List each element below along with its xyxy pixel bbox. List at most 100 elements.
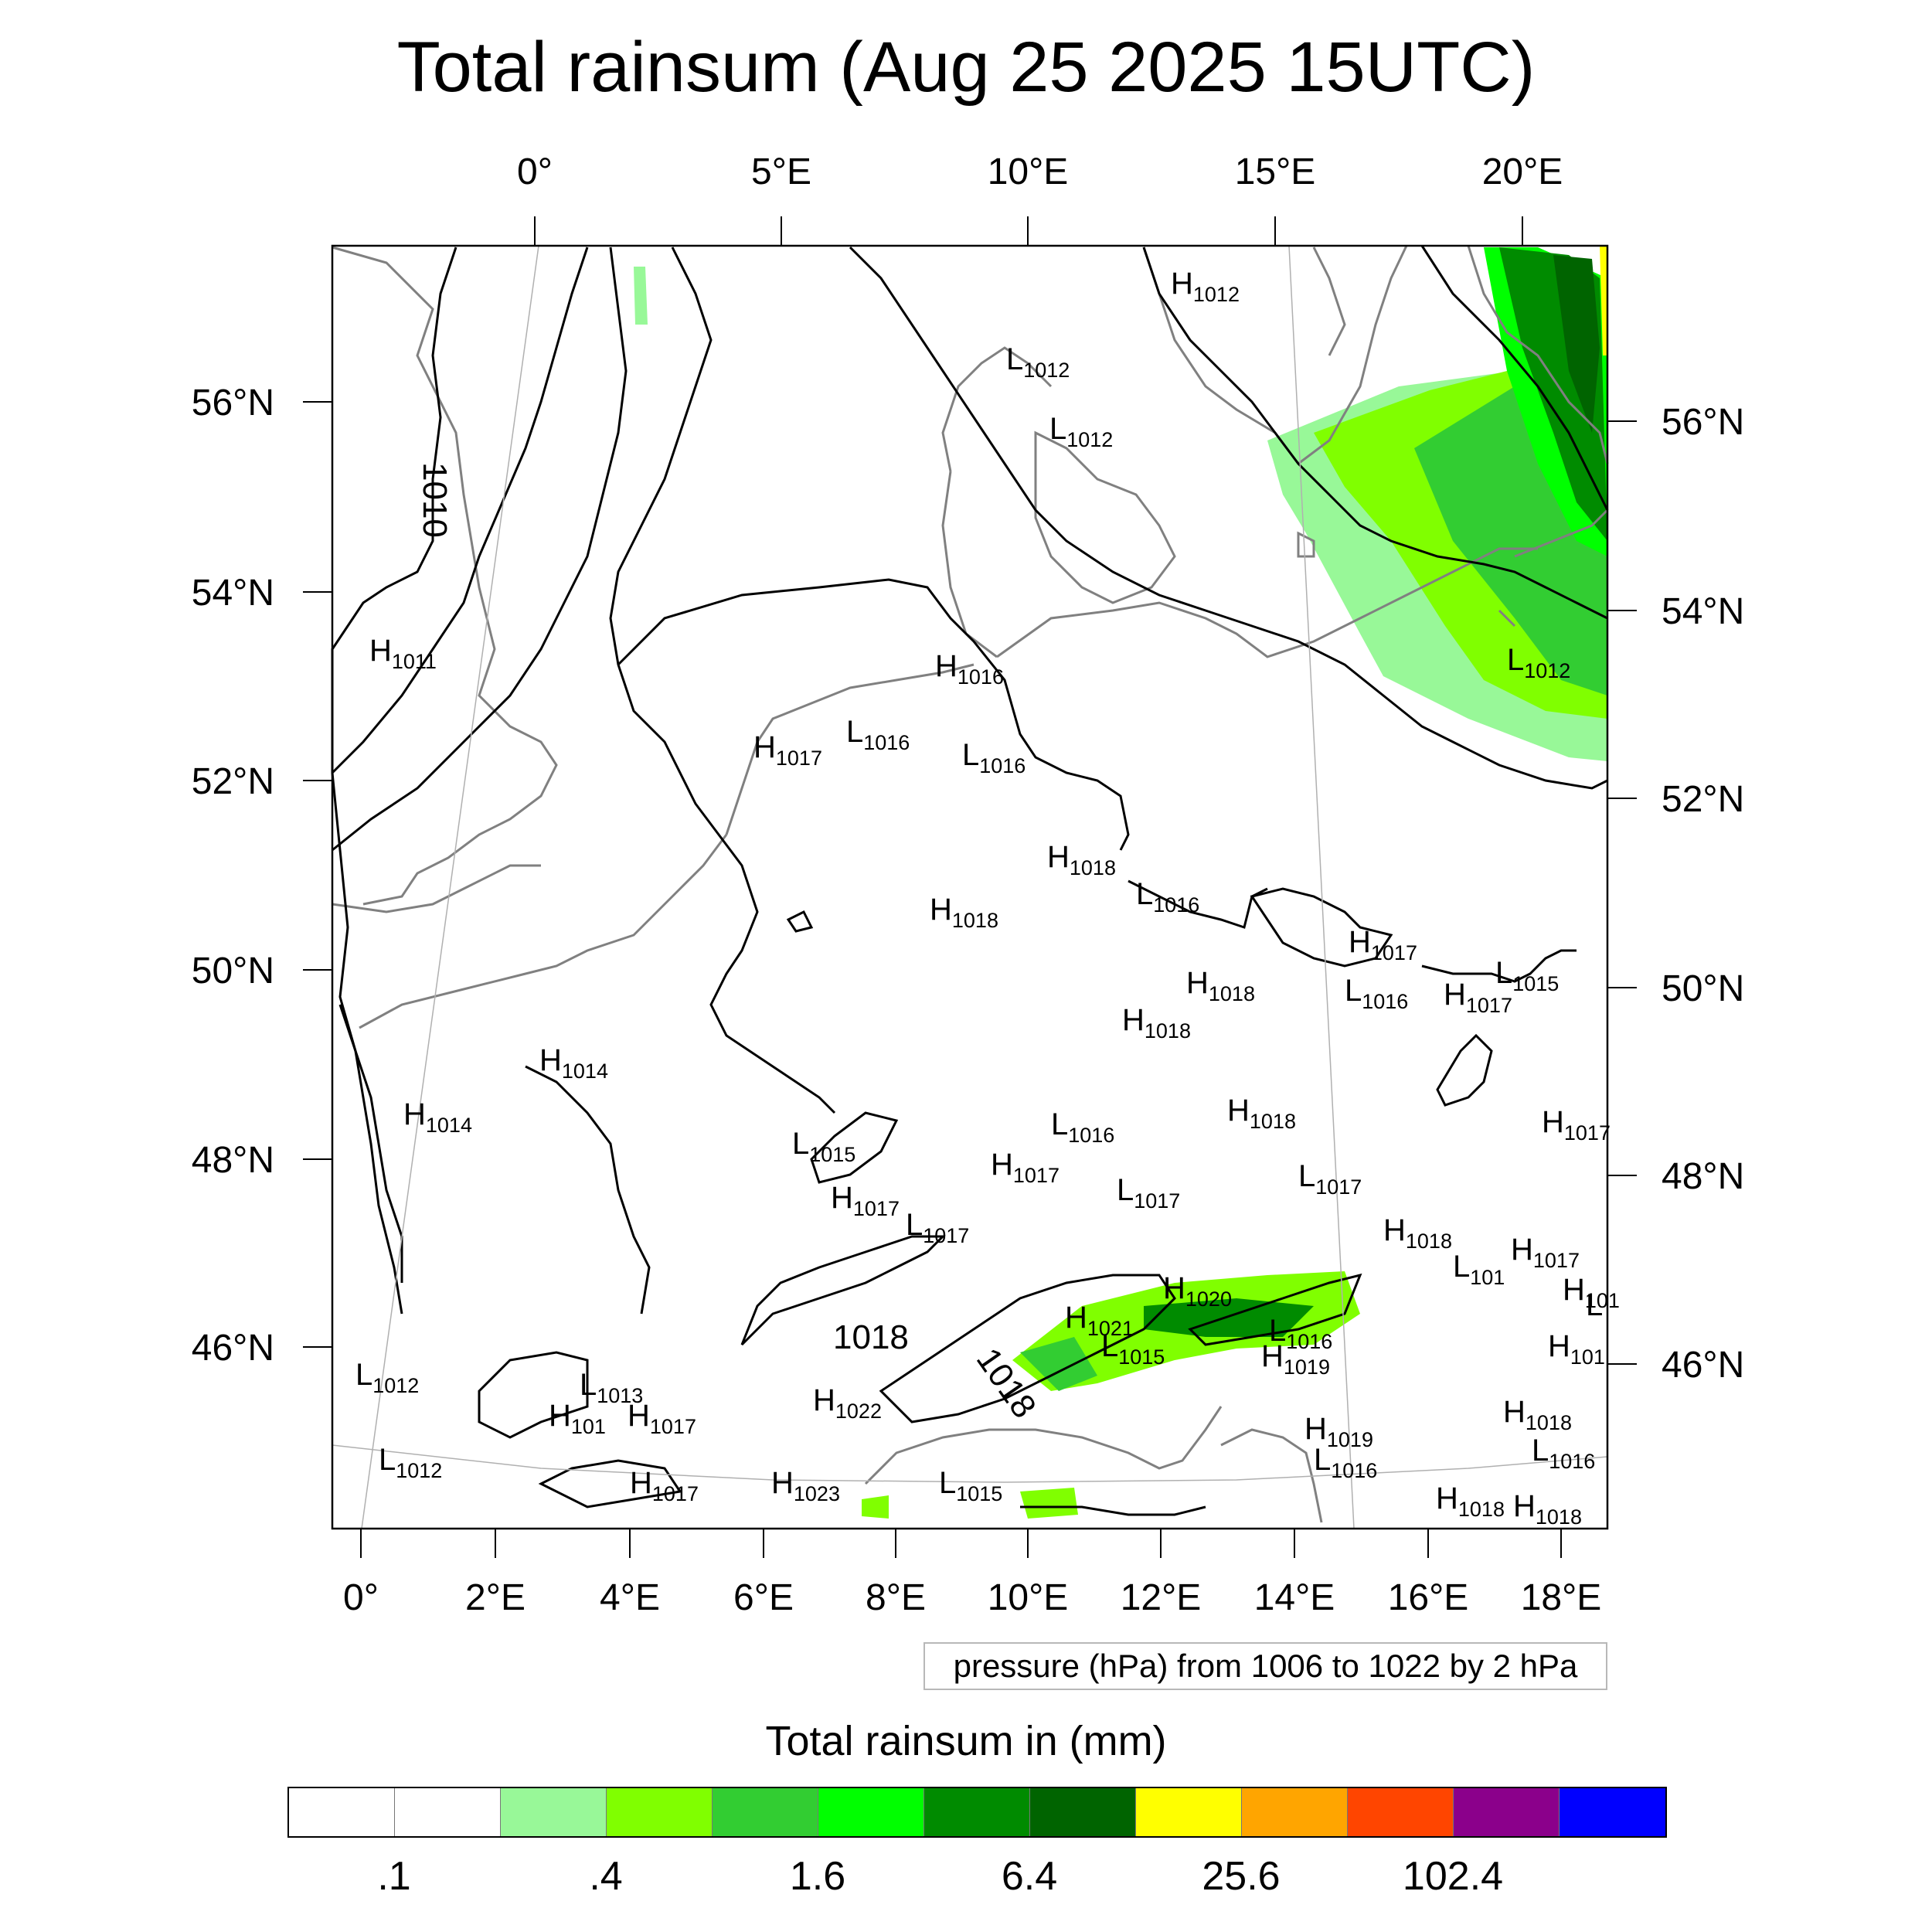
isobar-alps-3 [1188,1273,1362,1346]
top-lon-label: 20°E [1482,151,1563,192]
pressure-center-label: H1011 [369,634,437,673]
isobar-ne [1142,247,1608,620]
colorbar-title: Total rainsum in (mm) [765,1718,1167,1764]
colorbar-swatch [607,1788,713,1836]
left-lat-label: 56°N [192,383,274,423]
colorbar-swatch [1454,1788,1560,1836]
pressure-center-label: H101 [549,1399,606,1438]
bottom-lon-label: 0° [343,1577,379,1618]
pressure-center-label: H1018 [1513,1489,1582,1529]
colorbar-label: .1 [377,1854,411,1899]
colorbar-swatch [1348,1788,1454,1836]
coastline-italy-ligurian [864,1406,1223,1485]
pressure-center-label: H1017 [831,1181,900,1220]
rain-area-alps-core [1144,1298,1314,1337]
pressure-center-label: L1012 [1006,342,1070,382]
pressure-center-label: L1017 [1298,1159,1362,1199]
pressure-center-label: H1017 [628,1399,696,1438]
pressure-center-label: H101 [1548,1329,1605,1369]
top-lon-label: 0° [517,151,553,192]
colorbar-labels: .1 .4 1.6 6.4 25.6 102.4 [0,1853,1932,1900]
pressure-center-label: H1017 [1349,925,1417,964]
pressure-center-label: L1016 [1051,1107,1114,1147]
colorbar-swatch [1242,1788,1348,1836]
colorbar-label: 6.4 [1001,1854,1058,1899]
pressure-center-label: L1015 [1495,956,1559,995]
pressure-center-label: H1018 [1186,966,1255,1005]
pressure-center-label: H1023 [771,1466,840,1505]
pressure-center-label: H1017 [1444,978,1512,1017]
right-lat-label: 50°N [1662,968,1744,1009]
pressure-center-label: H1016 [935,649,1004,689]
left-lat-label: 50°N [192,951,274,992]
right-lat-label: 46°N [1662,1345,1744,1386]
bottom-lon-label: 18°E [1521,1577,1602,1618]
coastline-jutland [941,471,998,658]
pressure-center-label: H1017 [991,1148,1060,1187]
isobar-south-3 [1020,1505,1206,1516]
left-lat-label: 52°N [192,761,274,802]
pressure-center-label: H1019 [1261,1339,1330,1379]
isobar-dk-loop [617,578,1130,851]
pressure-center-label: H1017 [1542,1105,1611,1145]
pressure-center-label: H1018 [1047,840,1116,879]
pressure-center-label: H1019 [1304,1412,1373,1451]
bottom-lon-label: 6°E [733,1577,794,1618]
pressure-center-label: L1012 [1049,412,1113,451]
colorbar-swatch [1136,1788,1242,1836]
bottom-lon-label: 10°E [988,1577,1069,1618]
colorbar-swatch [818,1788,924,1836]
isobar-south-1 [478,1351,589,1439]
colorbar-swatch [1030,1788,1136,1836]
colorbar-swatch [395,1788,501,1836]
isobar-mid-france [525,1065,651,1315]
colorbar [287,1787,1667,1838]
coastline-gotland [1312,247,1346,356]
pressure-center-label: L1016 [962,738,1026,777]
bottom-lon-label: 4°E [600,1577,660,1618]
colorbar-label: 102.4 [1402,1854,1504,1899]
pressure-center-label: H1017 [630,1466,699,1505]
pressure-center-label: H1017 [1511,1233,1580,1272]
rain-area-baltic-darkest [1553,255,1600,433]
rain-area-north-sea-streak [634,267,648,325]
pressure-center-label: H1018 [1122,1003,1191,1043]
isobar-alps-2 [879,1274,1176,1423]
left-lat-label: 54°N [192,573,274,614]
coastline-france-north [359,834,728,1029]
map-frame [331,244,1609,1530]
colorbar-label: .4 [589,1854,623,1899]
pressure-center-label: L1017 [1117,1173,1180,1213]
coastline-germany-baltic [996,547,1538,658]
isobar-label: 1010 [416,462,454,538]
pressure-center-label: H101 [1563,1273,1620,1312]
bottom-lon-label: 12°E [1121,1577,1202,1618]
isobar-baltic-diag [1420,245,1609,511]
pressure-center-label: H1022 [813,1383,882,1423]
left-lat-label: 48°N [192,1140,274,1181]
top-lon-label: 10°E [988,151,1069,192]
pressure-center-label: L [1586,1288,1603,1322]
top-lon-label: 15°E [1235,151,1316,192]
colorbar-swatch [713,1788,818,1836]
pressure-center-label: L1013 [580,1368,643,1407]
pressure-centers: H1012 L1012 L1012 H1011 L1012 H1016 H101… [355,267,1620,1529]
coastlines [332,245,1609,1523]
contour-info-box: pressure (hPa) from 1006 to 1022 by 2 hP… [923,1642,1607,1690]
pressure-center-label: H1014 [403,1097,472,1137]
isobar-small-2 [810,1111,899,1184]
pressure-center-label: L1016 [1345,974,1408,1013]
pressure-center-label: L1016 [1314,1443,1377,1482]
pressure-center-label: L101 [1453,1250,1505,1289]
pressure-center-label: L1016 [1532,1434,1595,1473]
right-lat-label: 48°N [1662,1156,1744,1197]
coastline-danish-islands [1034,430,1176,604]
pressure-center-label: H1018 [930,893,998,932]
graticule [332,245,1608,1529]
rain-area-southwest-patch [862,1495,889,1519]
coastline-adriatic-north [1220,1428,1323,1523]
pressure-center-label: H1020 [1163,1271,1232,1311]
tick-marks [303,216,1637,1558]
pressure-center-label: L1015 [939,1466,1002,1505]
